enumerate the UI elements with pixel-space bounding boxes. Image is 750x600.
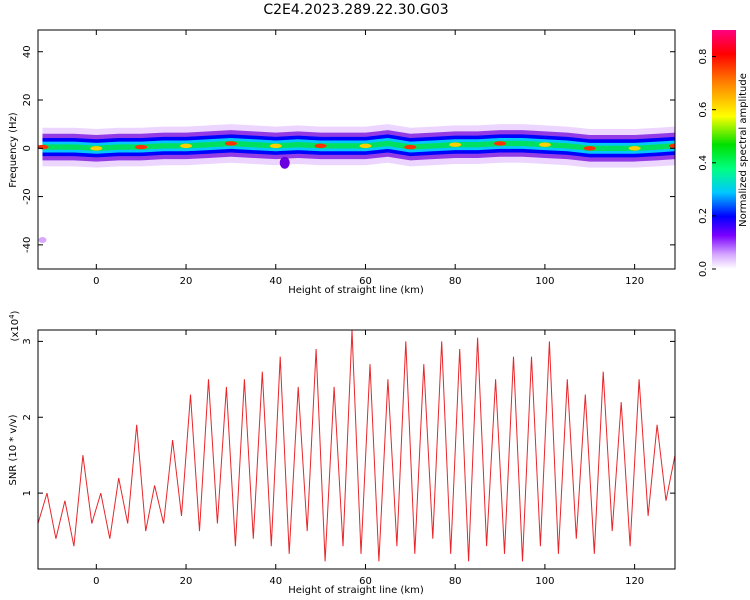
snr-y-tick-label: 1 xyxy=(22,490,33,496)
spectrogram-hotspot xyxy=(359,143,372,149)
spectrogram-x-tick-label: 120 xyxy=(625,276,644,287)
spectrogram-y-label: Frequency (Hz) xyxy=(8,112,19,188)
snr-x-label: Height of straight line (km) xyxy=(288,585,424,596)
spectrogram-y-tick-label: 20 xyxy=(22,94,33,107)
snr-x-tick-label: 80 xyxy=(449,576,462,587)
snr-x-tick-label: 40 xyxy=(269,576,282,587)
colorbar-tick-label: 0.4 xyxy=(698,155,709,171)
colorbar-label: Normalized spectral amplitude xyxy=(738,73,749,227)
spectrogram-hotspot xyxy=(90,146,103,151)
spectrogram-hotspot xyxy=(180,143,193,149)
snr-panel: 0 20 40 60 80 100 120 1 2 3 Height of straight l… xyxy=(8,310,676,596)
snr-y-ticks: 1 2 3 xyxy=(22,338,675,496)
spectrogram-blob xyxy=(38,237,47,244)
colorbar-tick-label: 0.2 xyxy=(698,208,709,224)
spectrogram-y-ticks: -40 -20 0 20 40 xyxy=(22,45,675,253)
spectrogram-x-tick-label: 0 xyxy=(93,276,99,287)
spectrogram-frame xyxy=(37,29,676,270)
spectrogram-hotspot xyxy=(538,142,551,147)
spectrogram-hotspot xyxy=(404,144,417,150)
spectrogram-hotspot xyxy=(628,146,641,151)
colorbar-tick-label: 0.0 xyxy=(698,261,709,277)
spectrogram-x-label: Height of straight line (km) xyxy=(288,285,424,296)
spectrogram-x-tick-label: 60 xyxy=(359,276,372,287)
snr-x-tick-label: 20 xyxy=(180,576,193,587)
spectrogram-y-tick-label: 0 xyxy=(22,145,33,151)
spectrogram-hotspot xyxy=(135,144,148,150)
snr-x-tick-label: 120 xyxy=(625,576,644,587)
spectrogram-blob xyxy=(279,156,290,169)
snr-x-tick-label: 100 xyxy=(535,576,554,587)
spectrogram-x-tick-label: 100 xyxy=(535,276,554,287)
snr-y-label: SNR (10 * v/v) xyxy=(8,414,19,485)
colorbar-tick-label: 0.6 xyxy=(698,102,709,118)
snr-y-tick-label: 3 xyxy=(22,338,33,344)
snr-y-tick-label: 2 xyxy=(22,414,33,420)
spectrogram-y-tick-label: -20 xyxy=(22,188,33,204)
figure-title: C2E4.2023.289.22.30.G03 xyxy=(263,2,448,18)
colorbar: 0.0 0.2 0.4 0.6 0.8 Normalized spectral ampl… xyxy=(698,30,749,277)
snr-x-ticks: 0 20 40 60 80 100 120 xyxy=(93,330,644,587)
spectrogram-x-tick-label: 40 xyxy=(269,276,282,287)
spectrogram-x-ticks: 0 20 40 60 80 100 120 xyxy=(93,30,644,287)
snr-series-line xyxy=(38,330,675,562)
spectrogram-x-tick-label: 20 xyxy=(180,276,193,287)
spectrogram-y-tick-label: -40 xyxy=(22,237,33,253)
spectrogram-y-tick-label: 40 xyxy=(22,45,33,58)
spectrogram-x-tick-label: 80 xyxy=(449,276,462,287)
spectrogram-hotspot xyxy=(224,141,237,146)
spectrogram-hotspot xyxy=(314,143,327,149)
colorbar-gradient xyxy=(712,30,736,269)
spectrogram-band xyxy=(38,124,675,244)
spectrogram-panel: 0 20 40 60 80 100 120 -40 -20 0 20 40 Height of st… xyxy=(8,29,676,296)
spectrogram-band-layer xyxy=(42,140,675,151)
spectrogram-hotspot xyxy=(583,146,596,151)
snr-x-tick-label: 0 xyxy=(93,576,99,587)
snr-x-tick-label: 60 xyxy=(359,576,372,587)
spectrogram-hotspot xyxy=(494,141,507,146)
spectrogram-hotspot xyxy=(269,143,282,149)
spectrogram-hotspot xyxy=(669,143,675,149)
colorbar-tick-label: 0.8 xyxy=(698,49,709,65)
colorbar-ticks: 0.0 0.2 0.4 0.6 0.8 xyxy=(698,49,716,277)
spectrogram-hotspot xyxy=(449,142,462,147)
snr-multiplier: (x104) xyxy=(8,310,21,341)
snr-frame xyxy=(37,329,676,570)
